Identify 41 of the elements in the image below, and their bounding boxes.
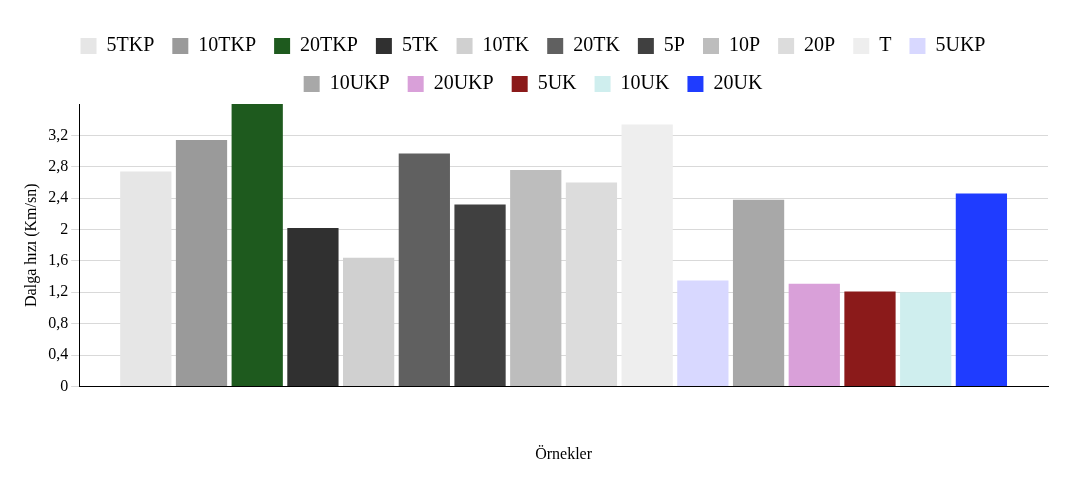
bar (677, 280, 729, 386)
y-tick-label: 2 (60, 219, 69, 237)
y-tick-label: 0 (60, 376, 69, 394)
x-axis-title: Örnekler (535, 444, 593, 462)
bar (231, 104, 283, 386)
y-tick-label: 3,2 (48, 125, 69, 143)
y-tick-label: 1,6 (48, 251, 69, 269)
bar (788, 283, 840, 386)
legend-label: 5TK (401, 33, 440, 56)
bar (621, 124, 673, 386)
bar (955, 193, 1008, 386)
legend-label: 5P (663, 33, 685, 56)
legend-label: 10UKP (329, 71, 390, 94)
legend-label: 10TK (482, 33, 530, 56)
legend-label: 5TKP (106, 33, 155, 56)
bar (510, 169, 562, 386)
y-tick-label: 0,4 (48, 345, 69, 363)
bar (454, 204, 506, 386)
legend-label: 20UK (713, 71, 763, 94)
bar (175, 140, 228, 386)
legend-label: 10UK (620, 71, 671, 94)
legend-label: 20P (804, 33, 836, 56)
legend-label: 20TK (573, 33, 621, 56)
y-tick-label: 0,8 (48, 313, 69, 331)
legend-label: T (879, 33, 892, 56)
legend-label: 10TKP (198, 33, 257, 56)
legend-label: 20UKP (433, 71, 494, 94)
legend-label: 20TKP (300, 33, 358, 56)
bar (900, 292, 952, 386)
bar (398, 153, 450, 386)
bar (287, 227, 339, 386)
bar (120, 171, 172, 386)
y-axis-title: Dalga hızı (Km/sn) (21, 183, 40, 307)
legend-label: 10P (728, 33, 761, 56)
legend-label: 5UKP (935, 33, 986, 56)
y-tick-label: 1,2 (48, 282, 69, 300)
legend-label: 5UK (537, 71, 578, 94)
y-tick-label: 2,4 (48, 188, 69, 206)
y-tick-label: 2,8 (48, 156, 69, 174)
bar (732, 199, 785, 386)
bar (844, 291, 896, 386)
